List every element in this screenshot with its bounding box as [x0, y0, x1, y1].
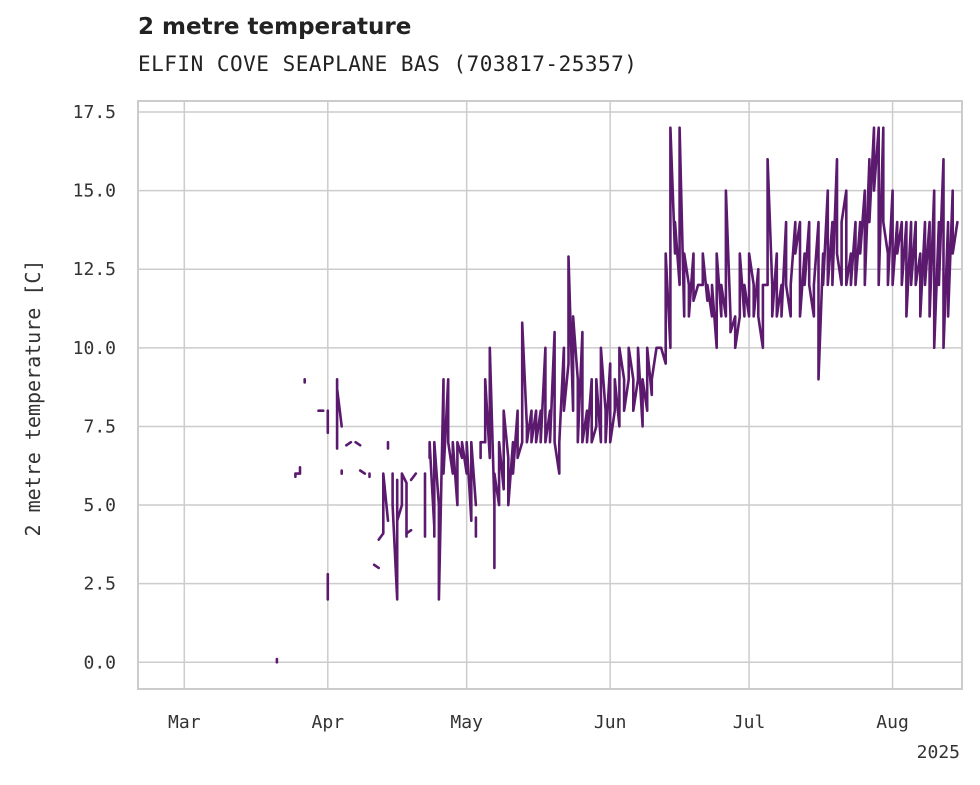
y-tick-label: 5.0 [83, 495, 116, 516]
temperature-series [275, 126, 959, 664]
chart-subtitle: ELFIN COVE SEAPLANE BAS (703817-25357) [138, 52, 638, 76]
series-line-segment [358, 469, 367, 475]
series-line-segment [372, 563, 381, 570]
series-line-segment [391, 472, 408, 601]
x-tick-label: May [450, 712, 483, 733]
chart-title: 2 metre temperature [138, 14, 412, 40]
y-axis-ticks: 0.0 2.5 5.0 7.5 10.0 12.5 15.0 17.5 [73, 102, 116, 673]
y-axis-label: 2 metre temperature [C] [21, 260, 45, 537]
x-tick-label: Mar [168, 712, 201, 733]
series-line-segment [377, 472, 390, 541]
y-tick-label: 2.5 [83, 574, 116, 595]
series-line-segment [344, 440, 353, 447]
y-tick-label: 15.0 [73, 181, 116, 202]
y-tick-label: 0.0 [83, 652, 116, 673]
x-axis-year-label: 2025 [917, 742, 960, 763]
series-line-segment [335, 377, 344, 450]
y-tick-label: 7.5 [83, 416, 116, 437]
plot-frame [137, 100, 963, 690]
y-tick-label: 17.5 [73, 102, 116, 123]
x-tick-label: Jul [733, 712, 766, 733]
series-line-segment [428, 377, 478, 601]
y-tick-label: 10.0 [73, 338, 116, 359]
plot-border [137, 100, 963, 690]
series-line-segment [354, 440, 362, 447]
x-tick-label: Aug [876, 712, 909, 733]
series-line-segment [405, 528, 413, 535]
series-line-segment [294, 465, 302, 479]
grid-lines [138, 101, 962, 689]
x-tick-label: Jun [594, 712, 627, 733]
y-tick-label: 12.5 [73, 259, 116, 280]
x-tick-label: Apr [312, 712, 345, 733]
x-axis-ticks: Mar Apr May Jun Jul Aug [168, 712, 909, 733]
series-line-segment [479, 126, 959, 570]
series-line-segment [409, 472, 418, 482]
